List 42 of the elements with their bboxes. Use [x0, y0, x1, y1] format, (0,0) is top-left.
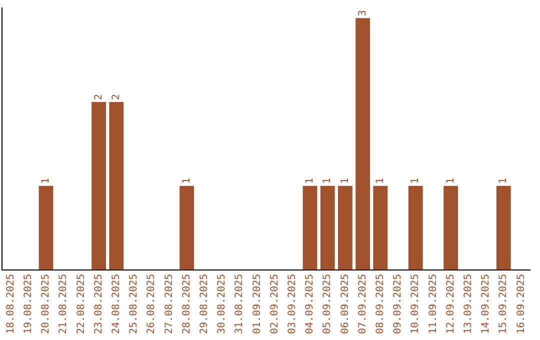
- x-tick-label: 05.09.2025: [322, 274, 334, 334]
- x-tick-label: 13.09.2025: [462, 274, 474, 334]
- data-label: 1: [498, 178, 510, 184]
- x-tick-label: 21.08.2025: [58, 274, 70, 334]
- x-tick-label: 16.09.2025: [516, 274, 527, 334]
- x-tick-label: 28.08.2025: [181, 274, 192, 334]
- x-tick-label: 26.08.2025: [146, 274, 158, 334]
- x-tick-label: 29.08.2025: [198, 274, 210, 334]
- x-tick-label: 10.09.2025: [410, 274, 422, 334]
- x-tick-label: 04.09.2025: [304, 274, 316, 334]
- data-label: 2: [110, 94, 122, 100]
- data-label: 1: [410, 178, 422, 184]
- data-label: 1: [181, 178, 192, 184]
- x-tick-label: 14.09.2025: [480, 274, 492, 334]
- x-tick-label: 08.09.2025: [374, 274, 386, 334]
- x-tick-label: 02.09.2025: [269, 274, 280, 334]
- x-tick-label: 23.08.2025: [93, 274, 104, 334]
- x-tick-label: 03.09.2025: [286, 274, 298, 334]
- data-label: 1: [40, 178, 52, 184]
- x-tick-label: 27.08.2025: [164, 274, 175, 334]
- data-label: 1: [445, 178, 456, 184]
- x-tick-label: 11.09.2025: [428, 274, 439, 334]
- data-label: 1: [374, 178, 386, 184]
- x-tick-label: 01.09.2025: [252, 274, 263, 334]
- x-tick-label: 30.08.2025: [216, 274, 228, 334]
- data-label: 3: [357, 10, 368, 16]
- x-tick-label: 25.08.2025: [128, 274, 140, 334]
- data-label: 1: [304, 178, 316, 184]
- x-tick-label: 07.09.2025: [357, 274, 368, 334]
- x-tick-label: 31.08.2025: [234, 274, 246, 334]
- x-tick-label: 06.09.2025: [340, 274, 351, 334]
- data-label: 2: [93, 94, 104, 100]
- data-label: 1: [340, 178, 351, 184]
- x-tick-label: 18.08.2025: [5, 274, 16, 334]
- x-tick-label: 20.08.2025: [40, 274, 52, 334]
- data-label: 1: [322, 178, 334, 184]
- x-tick-label: 15.09.2025: [498, 274, 510, 334]
- x-tick-label: 12.09.2025: [445, 274, 456, 334]
- x-tick-label: 22.08.2025: [76, 274, 87, 334]
- x-tick-label: 19.08.2025: [22, 274, 34, 334]
- x-tick-label: 24.08.2025: [110, 274, 122, 334]
- x-tick-label: 09.09.2025: [392, 274, 404, 334]
